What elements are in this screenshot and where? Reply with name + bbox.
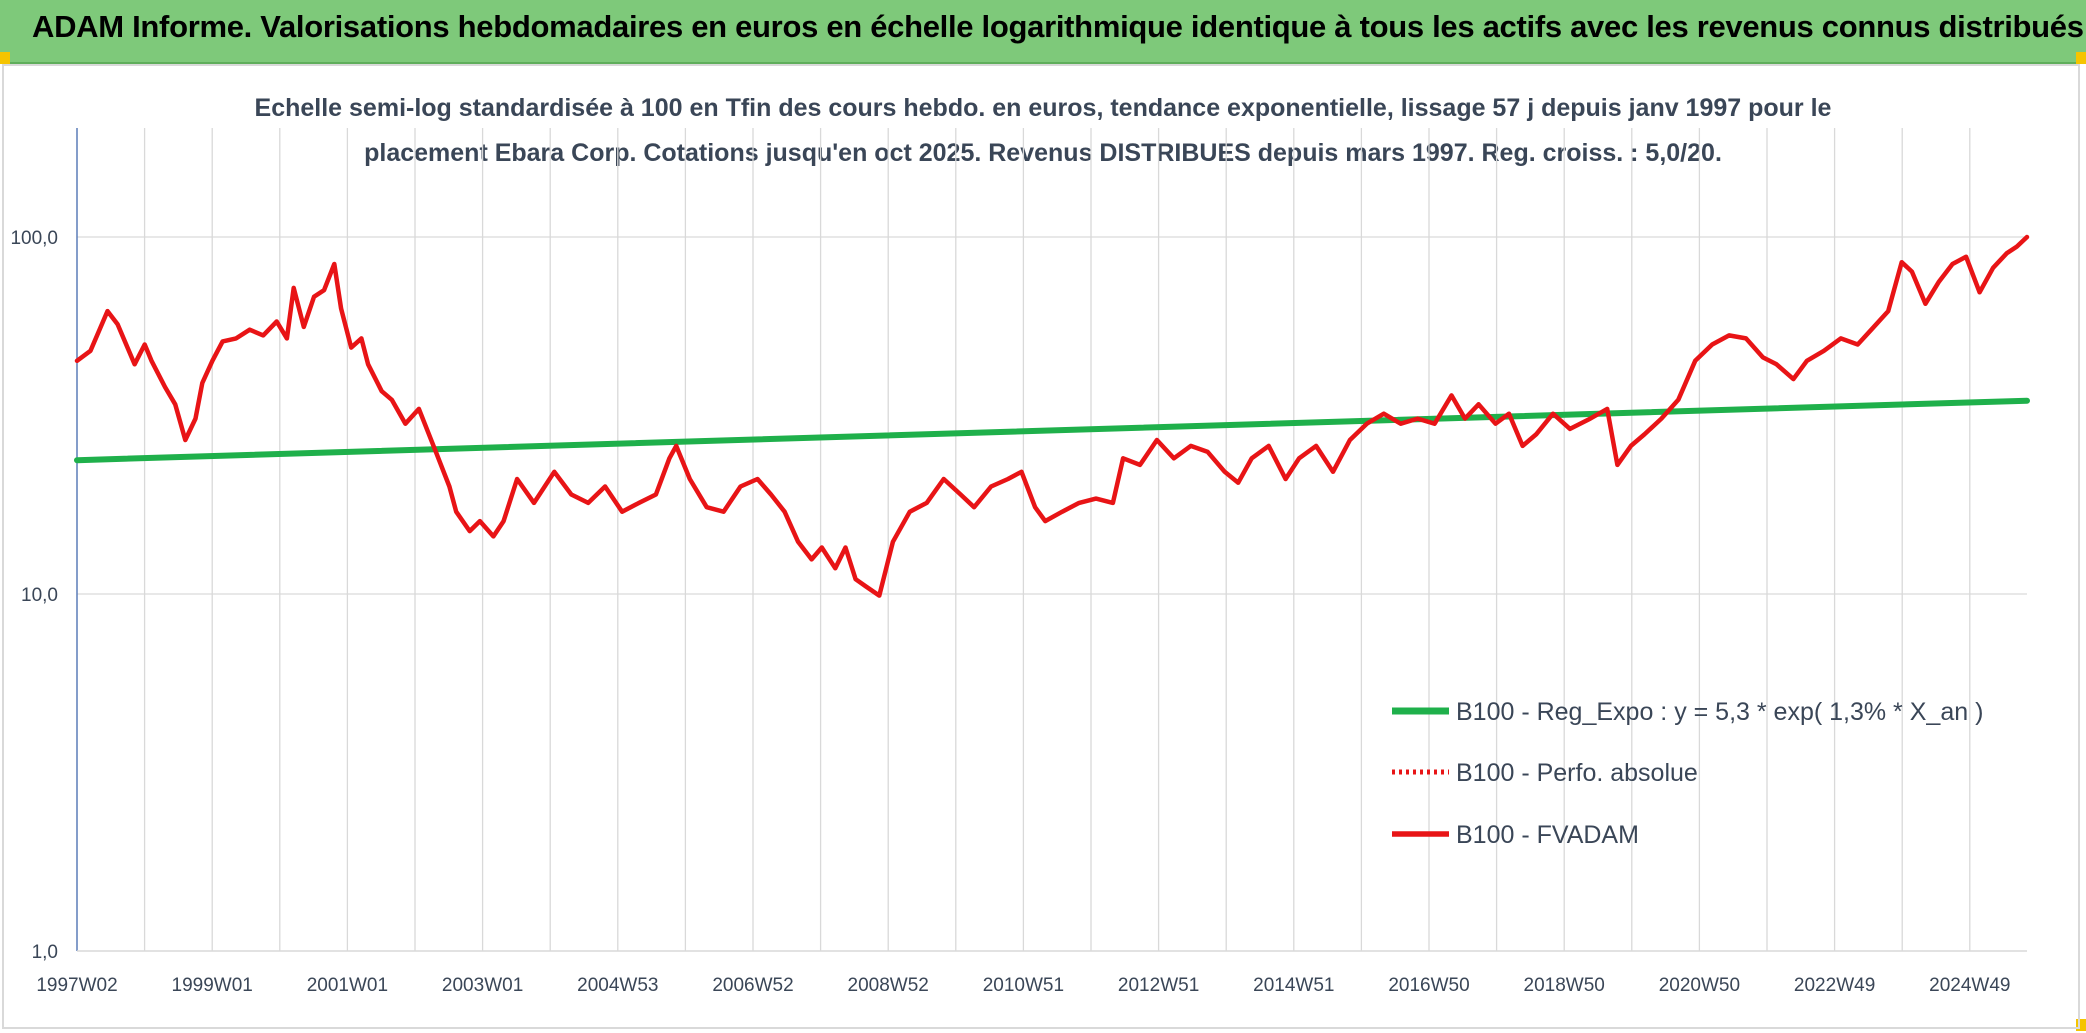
chart-frame <box>2 64 2080 1029</box>
y-tick-label: 1,0 <box>32 942 58 963</box>
x-tick-label: 2012W51 <box>1118 975 1199 996</box>
legend-label: B100 - FVADAM <box>1456 821 1639 849</box>
x-tick-label: 2016W50 <box>1388 975 1469 996</box>
x-tick-label: 2020W50 <box>1659 975 1740 996</box>
chart-title: Echelle semi-log standardisée à 100 en T… <box>0 86 2086 176</box>
y-tick-labels: 1,0 10,0 100,0 <box>10 228 58 963</box>
x-tick-label: 2024W49 <box>1929 975 2010 996</box>
x-tick-label: 2003W01 <box>442 975 523 996</box>
series-line-3 <box>74 234 2030 598</box>
y-tick-label: 10,0 <box>21 585 58 606</box>
x-tick-label: 2004W53 <box>577 975 658 996</box>
y-tick-label: 100,0 <box>10 228 58 249</box>
corner-marker-right <box>2076 52 2086 64</box>
x-tick-label: 2018W50 <box>1524 975 1605 996</box>
legend: B100 - Reg_Expo : y = 5,3 * exp( 1,3% * … <box>1392 698 1983 849</box>
x-tick-label: 2014W51 <box>1253 975 1334 996</box>
x-tick-label: 1999W01 <box>172 975 253 996</box>
x-tick-label: 2008W52 <box>848 975 929 996</box>
legend-label: B100 - Perfo. absolue <box>1456 759 1698 787</box>
vertical-gridlines <box>143 128 1971 951</box>
chart-title-line-1: Echelle semi-log standardisée à 100 en T… <box>254 94 1832 122</box>
x-tick-label: 1997W02 <box>36 975 117 996</box>
x-tick-label: 2001W01 <box>307 975 388 996</box>
banner-title: ADAM Informe. Valorisations hebdomadaire… <box>32 9 2084 44</box>
series-line-1 <box>74 397 2030 464</box>
corner-marker-bottom-right <box>2076 1019 2086 1031</box>
x-tick-label: 2006W52 <box>712 975 793 996</box>
header-banner: ADAM Informe. Valorisations hebdomadaire… <box>0 0 2086 64</box>
x-tick-label: 2022W49 <box>1794 975 1875 996</box>
series-layer <box>74 234 2030 598</box>
horizontal-gridlines <box>77 236 2027 595</box>
x-tick-labels: 1997W02 1999W01 2001W01 2003W01 2004W53 2006W… <box>36 975 2010 996</box>
legend-label: B100 - Reg_Expo : y = 5,3 * exp( 1,3% * … <box>1456 698 1983 726</box>
corner-marker-left <box>0 52 10 64</box>
chart-title-line-2: placement Ebara Corp. Cotations jusqu'en… <box>364 139 1722 167</box>
x-tick-label: 2010W51 <box>983 975 1064 996</box>
